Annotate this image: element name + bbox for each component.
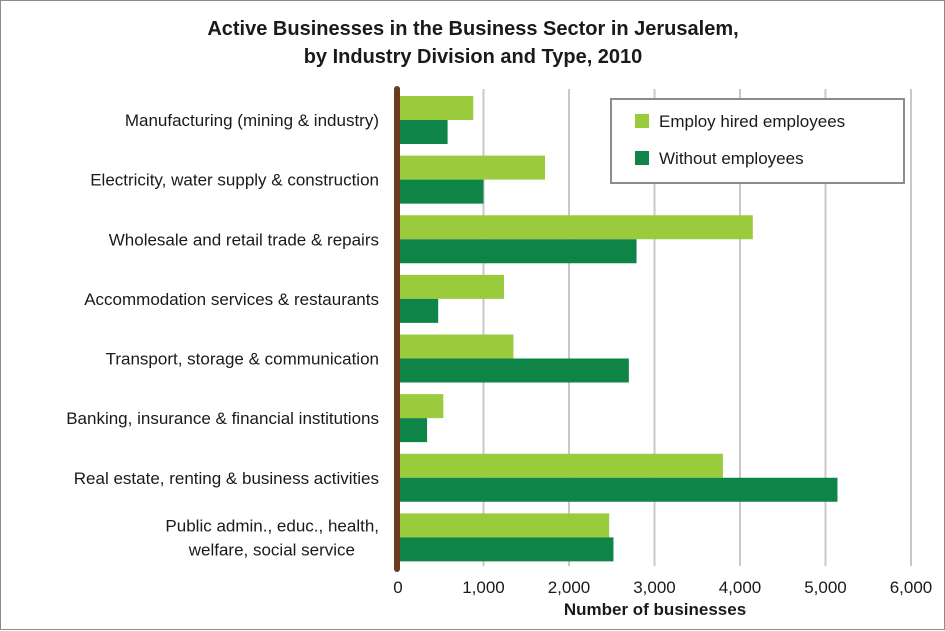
bar-employ-hired: [398, 155, 546, 180]
bar-employ-hired: [398, 453, 723, 478]
x-tick-label: 5,000: [804, 578, 847, 597]
category-label: Real estate, renting & business activiti…: [74, 469, 379, 488]
category-label: Wholesale and retail trade & repairs: [109, 230, 379, 249]
legend-label: Employ hired employees: [659, 112, 845, 131]
legend: Employ hired employees Without employees: [610, 98, 905, 184]
bar-employ-hired: [398, 394, 444, 419]
category-label: Electricity, water supply & construction: [90, 171, 379, 190]
chart-title-line: Active Businesses in the Business Sector…: [207, 18, 738, 40]
x-axis-title: Number of businesses: [564, 600, 746, 619]
bar-without-employees: [398, 477, 838, 502]
legend-swatch: [635, 151, 649, 165]
category-label: Banking, insurance & financial instituti…: [66, 409, 379, 428]
bar-employ-hired: [398, 96, 474, 120]
bar-employ-hired: [398, 274, 505, 299]
bar-employ-hired: [398, 215, 753, 240]
chart-title-line: by Industry Division and Type, 2010: [304, 46, 643, 68]
chart-title: Active Businesses in the Business Sector…: [207, 18, 738, 68]
category-label: Public admin., educ., health,: [165, 516, 379, 535]
legend-box: [610, 98, 905, 184]
legend-label: Without employees: [659, 149, 804, 168]
x-tick-label: 2,000: [548, 578, 591, 597]
bar-employ-hired: [398, 513, 610, 538]
category-label: Accommodation services & restaurants: [84, 290, 379, 309]
bar-without-employees: [398, 239, 637, 264]
x-tick-label: 4,000: [719, 578, 762, 597]
x-tick-label: 3,000: [633, 578, 676, 597]
bar-without-employees: [398, 537, 614, 562]
bar-without-employees: [398, 120, 448, 144]
x-tick-label: 6,000: [890, 578, 933, 597]
x-tick-labels: 0 1,000 2,000 3,000 4,000 5,000 6,000: [393, 578, 932, 597]
x-tick-label: 0: [393, 578, 402, 597]
category-label: Manufacturing (mining & industry): [125, 111, 379, 130]
bars: [398, 96, 838, 562]
bar-without-employees: [398, 418, 428, 443]
category-labels: Manufacturing (mining & industry) Electri…: [66, 111, 379, 559]
bar-employ-hired: [398, 334, 514, 359]
bar-without-employees: [398, 298, 439, 323]
bar-without-employees: [398, 179, 484, 204]
category-label: welfare, social service: [188, 540, 355, 559]
bar-without-employees: [398, 358, 629, 383]
x-tick-label: 1,000: [462, 578, 505, 597]
category-label: Transport, storage & communication: [106, 350, 379, 369]
legend-swatch: [635, 114, 649, 128]
